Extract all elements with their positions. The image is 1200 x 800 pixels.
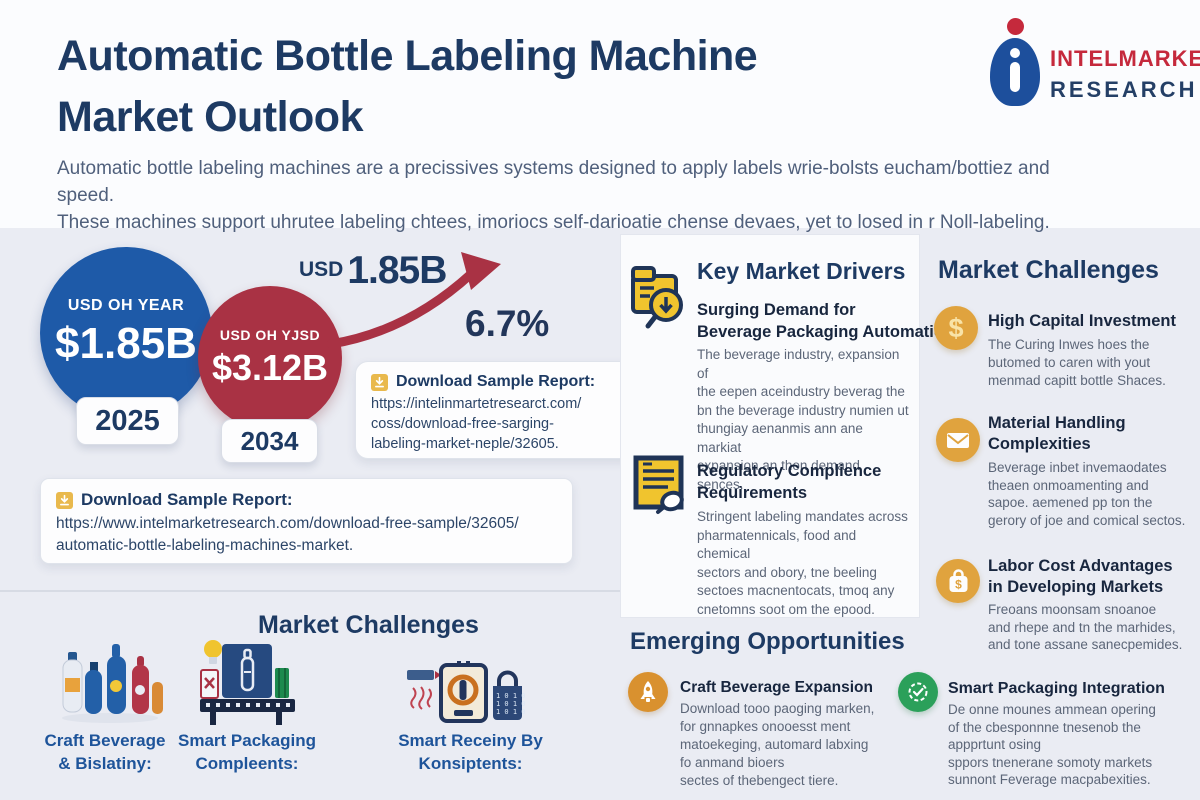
svg-text:1 0 1 0: 1 0 1 0 — [496, 692, 526, 700]
brand-name-bottom: RESEARCH — [1050, 77, 1198, 102]
download-url[interactable]: https://intelinmartetresearct.com/ coss/… — [371, 396, 582, 452]
opportunities-heading: Emerging Opportunities — [630, 628, 905, 655]
bottom-challenges-heading: Market Challenges — [258, 611, 479, 639]
challenge-title: High Capital Investment — [988, 312, 1176, 330]
challenge-title: Labor Cost Advantages in Developing Mark… — [988, 557, 1173, 596]
usd-callout: USD 1.85B — [299, 249, 447, 293]
growth-rate: 6.7% — [465, 303, 550, 344]
logo-dot-icon — [1007, 18, 1024, 35]
market-size-2034-bubble: USD OH YJSD $3.12B — [198, 286, 342, 430]
bubble-label: USD OH YJSD — [219, 327, 321, 343]
challenges-heading: Market Challenges — [938, 256, 1159, 284]
bottles-illustration-icon — [62, 644, 163, 723]
money-bag-icon: $ — [936, 559, 980, 603]
market-size-2025-bubble: USD OH YEAR $1.85B — [40, 247, 212, 419]
growth-arrow-icon — [326, 252, 501, 349]
rocket-icon — [628, 672, 668, 712]
opportunity-title: Craft Beverage Expansion — [680, 679, 873, 696]
download-sample-card-small[interactable]: Download Sample Report: https://intelinm… — [355, 361, 640, 459]
year-pill-2034: 2034 — [221, 419, 318, 463]
dollar-icon: $ — [934, 306, 978, 350]
brand-name-top: INTELMARKET — [1050, 46, 1200, 71]
scanner-tablet-illustration-icon: 1 0 1 0 1 0 1 0 1 0 1 0 — [407, 661, 526, 723]
page-title: Automatic Bottle Labeling Machine Market… — [57, 32, 758, 141]
download-label: Download Sample Report: — [81, 490, 293, 509]
intelmarket-logo: INTELMARKET RESEARCH — [988, 14, 1200, 118]
bubble-label: USD OH YEAR — [67, 297, 185, 314]
bottom-item-label: Craft Beverage & Bislatiny: — [44, 731, 166, 773]
folder-search-icon — [631, 266, 683, 329]
challenge-body: The Curing Inwes hoes the butomed to car… — [988, 337, 1166, 388]
callout-value: 1.85B — [347, 249, 447, 292]
challenge-body: Beverage inbet invemaodates theaen onmoa… — [988, 460, 1186, 528]
drivers-heading: Key Market Drivers — [697, 258, 906, 284]
driver-body: The beverage industry, expansion of the … — [697, 347, 909, 492]
header: Automatic Bottle Labeling Machine Market… — [0, 0, 1200, 233]
opportunity-body: Download tooo paoging marken, for gnnapk… — [680, 701, 875, 788]
year-pill-2025: 2025 — [76, 397, 179, 445]
challenge-title: Smart Packaging Integration — [948, 680, 1165, 697]
document-search-icon — [633, 455, 684, 514]
bottom-item-label: Smart Packaging Compleents: — [178, 731, 316, 773]
section-divider — [0, 590, 622, 592]
challenge-title: Material Handling Complexities — [988, 414, 1126, 453]
challenge-body: De onne mounes ammean opering of the cbe… — [948, 702, 1156, 787]
download-label: Download Sample Report: — [396, 373, 596, 390]
logo-i-dot — [1010, 48, 1020, 58]
callout-currency: USD — [299, 258, 344, 281]
challenge-body: Freoans moonsam snoanoe and rhepe and tn… — [988, 602, 1183, 652]
driver-title: Regulatory Complience Requirements — [697, 462, 882, 502]
driver-body: Stringent labeling mandates across pharm… — [697, 509, 908, 617]
bubble-value: $1.85B — [55, 319, 197, 368]
download-icon — [56, 491, 73, 509]
bubble-value: $3.12B — [211, 347, 329, 388]
download-icon — [371, 373, 388, 391]
bottom-item-label: Smart Receiny By Konsiptents: — [398, 731, 543, 773]
envelope-icon — [936, 418, 980, 462]
logo-i-stem — [1010, 62, 1020, 92]
driver-title: Surging Demand for Beverage Packaging Au… — [697, 301, 955, 341]
svg-text:$: $ — [955, 577, 962, 591]
conveyor-illustration-icon — [200, 640, 295, 725]
page-subtitle: Automatic bottle labeling machines are a… — [57, 158, 1050, 233]
dollar-glyph: $ — [948, 312, 964, 343]
download-url[interactable]: https://www.intelmarketresearch.com/down… — [56, 515, 519, 554]
smart-check-icon — [898, 672, 938, 712]
svg-text:1 0 1 0: 1 0 1 0 — [496, 700, 526, 708]
svg-text:1 0 1 0: 1 0 1 0 — [496, 708, 526, 716]
download-sample-card-large[interactable]: Download Sample Report: https://www.inte… — [40, 478, 573, 564]
